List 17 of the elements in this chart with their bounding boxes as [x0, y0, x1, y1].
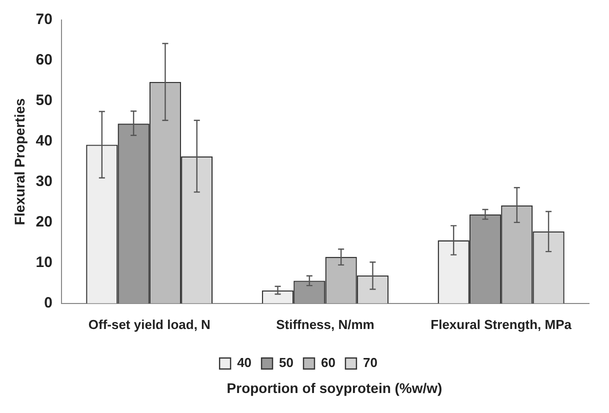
y-tick-label: 40 — [36, 132, 52, 150]
y-tick-label: 30 — [36, 173, 52, 190]
x-axis-title: Proportion of soyprotein (%w/w) — [226, 380, 444, 396]
y-tick-label: 10 — [36, 254, 52, 272]
legend-label: 40 — [237, 355, 252, 370]
y-tick-label: 70 — [36, 11, 52, 28]
legend-label: 70 — [362, 355, 378, 370]
y-tick-label: 50 — [36, 92, 52, 110]
legend-label: 50 — [279, 355, 294, 370]
x-tick-label: Off-set yield load, N — [88, 316, 210, 332]
y-tick-label: 60 — [36, 52, 52, 69]
x-tick-label: Stiffness, N/mm — [276, 316, 374, 332]
y-axis-title: Flexural Properties — [11, 98, 28, 226]
x-tick-label: Flexural Strength, MPa — [430, 316, 572, 332]
y-tick-label: 0 — [44, 294, 52, 312]
y-tick-label: 20 — [36, 214, 52, 231]
legend-label: 60 — [321, 355, 336, 370]
